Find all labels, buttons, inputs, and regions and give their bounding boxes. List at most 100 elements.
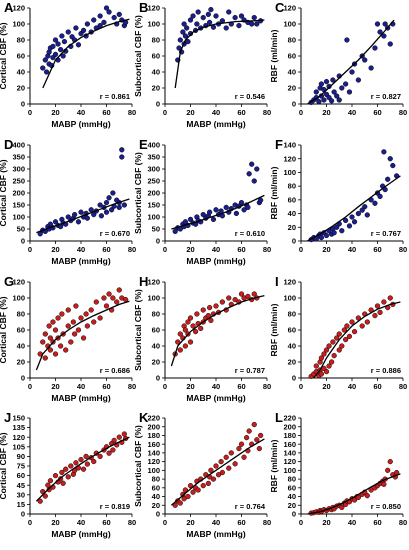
data-point [187,339,194,345]
data-point [334,335,340,341]
x-tick-label: 0 [299,108,303,117]
data-point [316,98,322,105]
data-point [83,311,89,317]
data-point [63,466,69,472]
data-point [84,461,90,467]
data-point [75,327,82,333]
y-tick-label: 180 [147,431,160,440]
data-point [213,463,219,469]
data-point [91,458,97,465]
data-point [232,296,238,303]
data-point [98,213,105,219]
data-point [364,212,370,218]
x-tick-label: 40 [77,518,85,527]
data-point [42,331,48,337]
y-tick-label: 0 [292,374,296,383]
data-point [226,295,232,301]
data-point [238,13,245,19]
data-point [254,437,260,443]
data-point [241,454,247,460]
y-tick-label: 120 [283,278,296,287]
data-point [97,13,103,19]
data-point [200,14,206,21]
y-tick-label: 120 [283,457,296,466]
data-point [313,363,319,369]
r-value-label: r = 0.764 [235,502,266,511]
y-tick-label: 100 [283,20,296,29]
x-tick-label: 80 [128,518,136,527]
x-tick-label: 0 [163,245,167,254]
data-point [219,299,226,305]
panel-letter: H [139,274,148,289]
data-point [75,42,82,48]
data-point [336,97,342,103]
data-point [323,347,330,353]
data-point [213,303,219,309]
data-point [198,325,204,332]
data-point [328,98,335,104]
data-point [321,97,327,103]
data-point [63,347,69,353]
data-point [208,467,214,473]
y-tick-label: 20 [152,84,160,93]
data-point [187,483,194,489]
panel-letter: G [4,274,14,289]
x-axis-label: MABP (mmHg) [51,119,111,129]
data-point [223,25,229,31]
data-point [213,207,219,213]
data-point [349,214,355,220]
data-point [73,460,79,466]
data-point [184,25,190,31]
panel-G: G 0 20 40 60 80 100 120 0 20 40 60 80 MABP (mmHg) Cort… [0,274,136,403]
data-point [119,154,125,160]
data-point [180,29,186,35]
y-tick-label: 15 [17,500,25,509]
fit-curve [35,436,130,502]
x-tick-label: 80 [263,245,271,254]
x-tick-label: 0 [299,518,303,527]
data-point [52,327,59,333]
data-point [103,209,110,215]
y-tick-label: 100 [12,213,25,222]
data-point [78,315,84,321]
fit-curve [42,18,130,89]
data-point [185,493,191,500]
y-tick-label: 20 [17,84,25,93]
data-point [177,500,183,506]
x-tick-label: 0 [28,108,32,117]
y-tick-label: 120 [147,457,160,466]
x-tick-label: 20 [322,518,330,527]
y-tick-label: 40 [288,492,296,501]
data-point [101,19,107,26]
data-point [326,83,332,90]
data-point [119,147,125,153]
data-point [236,22,242,29]
y-tick-label: 200 [283,422,296,431]
data-point [52,219,59,225]
data-point [256,445,262,452]
y-tick-label: 120 [147,278,160,287]
data-point [238,441,245,447]
data-point [219,469,226,476]
data-point [200,483,206,489]
data-point [46,323,52,329]
r-value-label: r = 0.610 [235,229,265,238]
data-point [343,217,349,224]
x-tick-label: 80 [128,108,136,117]
data-point [374,303,381,309]
x-axis-label: MABP (mmHg) [186,256,246,266]
y-tick-label: 0 [156,100,160,109]
panel-A: A 0 20 40 60 80 100 120 0 20 40 60 80 MABP (mmHg) Cort… [0,0,136,129]
x-tick-label: 20 [186,518,194,527]
y-tick-label: 20 [17,358,25,367]
data-point [106,195,112,201]
data-point [344,323,350,329]
data-point [236,445,242,452]
data-point [71,211,78,218]
x-tick-label: 80 [399,108,407,117]
y-tick-label: 120 [147,4,160,13]
data-point [228,450,234,456]
y-axis-label: RBF (ml/min) [269,303,279,356]
data-point [121,202,127,208]
x-tick-label: 60 [237,108,245,117]
